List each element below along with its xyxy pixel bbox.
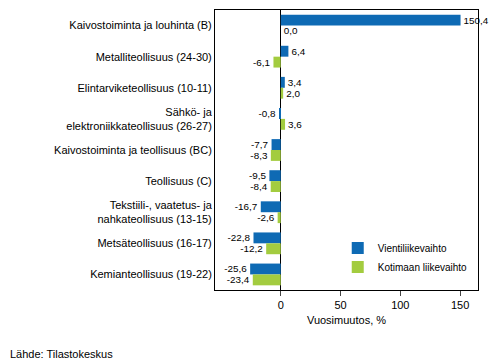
svg-text:Sähkö- jaelektroniikkateollisu: Sähkö- jaelektroniikkateollisuus (26-27) bbox=[66, 106, 212, 132]
svg-text:Teollisuus (C): Teollisuus (C) bbox=[145, 175, 212, 187]
svg-text:50: 50 bbox=[334, 299, 346, 311]
svg-text:150: 150 bbox=[451, 299, 469, 311]
svg-text:Tekstiili-, vaatetus- janahkat: Tekstiili-, vaatetus- janahkateollisuus … bbox=[97, 199, 212, 225]
svg-text:Vientiliikevaihto: Vientiliikevaihto bbox=[378, 243, 447, 254]
svg-text:Kaivostoiminta ja teollisuus (: Kaivostoiminta ja teollisuus (BC) bbox=[54, 144, 212, 156]
svg-text:-7,7: -7,7 bbox=[251, 139, 268, 150]
svg-text:150,4: 150,4 bbox=[464, 15, 489, 26]
svg-text:-25,6: -25,6 bbox=[224, 263, 247, 274]
svg-text:-23,4: -23,4 bbox=[227, 274, 250, 285]
svg-text:Metalliteollisuus (24-30): Metalliteollisuus (24-30) bbox=[96, 51, 212, 63]
svg-text:2,0: 2,0 bbox=[286, 88, 300, 99]
svg-text:Vuosimuutos, %: Vuosimuutos, % bbox=[307, 314, 386, 326]
svg-text:6,4: 6,4 bbox=[291, 46, 305, 57]
svg-text:Elintarviketeollisuus (10-11): Elintarviketeollisuus (10-11) bbox=[77, 82, 211, 94]
svg-text:0: 0 bbox=[278, 299, 284, 311]
svg-text:-8,3: -8,3 bbox=[250, 150, 268, 161]
svg-text:Kaivostoiminta ja louhinta (B): Kaivostoiminta ja louhinta (B) bbox=[69, 19, 211, 31]
svg-text:100: 100 bbox=[391, 299, 409, 311]
svg-text:-8,4: -8,4 bbox=[250, 181, 268, 192]
svg-text:3,6: 3,6 bbox=[288, 119, 302, 130]
svg-text:Kotimaan liikevaihto: Kotimaan liikevaihto bbox=[378, 262, 467, 273]
svg-text:Kemianteollisuus (19-22): Kemianteollisuus (19-22) bbox=[90, 268, 212, 280]
svg-text:-0,8: -0,8 bbox=[259, 108, 277, 119]
svg-text:-2,6: -2,6 bbox=[257, 212, 275, 223]
svg-text:-22,8: -22,8 bbox=[228, 232, 251, 243]
svg-text:Metsäteollisuus (16-17): Metsäteollisuus (16-17) bbox=[97, 237, 211, 249]
svg-text:0,0: 0,0 bbox=[284, 25, 298, 36]
svg-text:-6,1: -6,1 bbox=[253, 57, 271, 68]
svg-text:-9,5: -9,5 bbox=[249, 170, 267, 181]
svg-text:-16,7: -16,7 bbox=[235, 201, 258, 212]
svg-text:Lähde: Tilastokeskus: Lähde: Tilastokeskus bbox=[10, 348, 113, 360]
svg-text:-12,2: -12,2 bbox=[240, 243, 263, 254]
svg-text:3,4: 3,4 bbox=[288, 77, 302, 88]
